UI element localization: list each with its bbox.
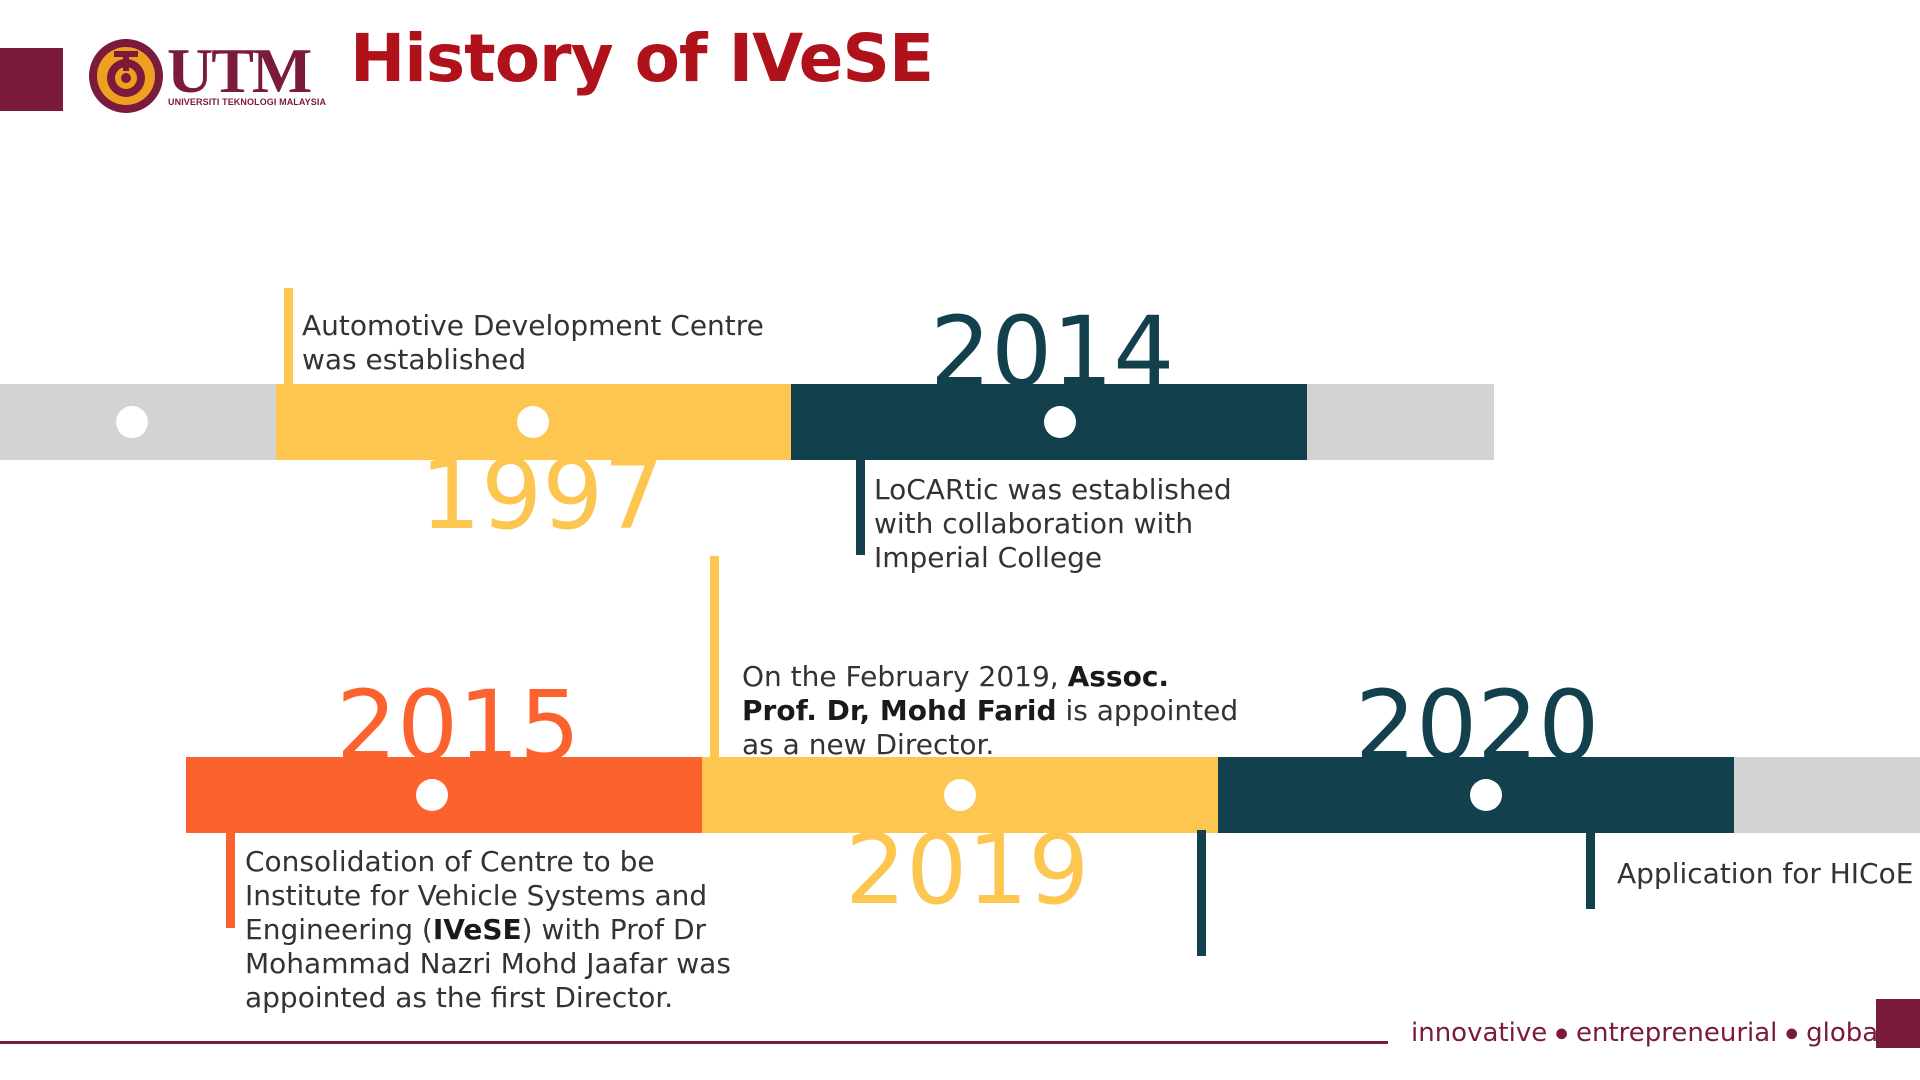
- timeline-bar-gray-right: [1307, 384, 1494, 460]
- utm-logo-text: UTM: [167, 35, 312, 106]
- year-2019-label: 2019: [845, 814, 1090, 926]
- utm-crest-icon: [89, 39, 163, 113]
- connector-2015: [226, 833, 235, 928]
- timeline-dot-2019: [944, 779, 976, 811]
- footer-divider-line: [0, 1041, 1388, 1044]
- event-1997-description: Automotive Development Centre was establ…: [302, 309, 764, 376]
- connector-2019: [710, 556, 719, 758]
- timeline-dot-2015: [416, 779, 448, 811]
- corner-square-top-left: [0, 48, 63, 111]
- utm-logo-subtitle: UNIVERSITI TEKNOLOGI MALAYSIA: [168, 97, 327, 107]
- connector-1997: [284, 288, 293, 386]
- year-2020-label: 2020: [1355, 670, 1600, 782]
- event-2020-description: Application for HICoE: [1617, 857, 1914, 890]
- page-title: History of IVeSE: [350, 20, 934, 97]
- connector-2019-lower: [1197, 830, 1206, 956]
- year-1997-label: 1997: [420, 439, 665, 551]
- timeline-dot-1997: [517, 406, 549, 438]
- new-director-name: Assoc. Prof. Dr, Mohd Farid: [742, 660, 1170, 727]
- ivese-abbreviation: IVeSE: [432, 913, 522, 946]
- timeline-bar-gray-end: [1734, 757, 1920, 833]
- connector-2020: [1586, 833, 1595, 909]
- event-2014-description: LoCARtic was established with collaborat…: [874, 473, 1232, 574]
- footer-tagline: innovative ● entrepreneurial ● global: [1411, 1018, 1886, 1048]
- year-2015-label: 2015: [336, 670, 581, 782]
- year-2014-label: 2014: [930, 296, 1175, 408]
- timeline-dot-start: [116, 406, 148, 438]
- event-2015-description: Consolidation of Centre to be Institute …: [245, 845, 731, 1014]
- corner-square-bottom-right: [1876, 999, 1920, 1048]
- timeline-dot-2014: [1044, 406, 1076, 438]
- connector-2014: [856, 460, 865, 555]
- timeline-dot-2020: [1470, 779, 1502, 811]
- event-2019-description: On the February 2019, Assoc. Prof. Dr, M…: [742, 660, 1239, 761]
